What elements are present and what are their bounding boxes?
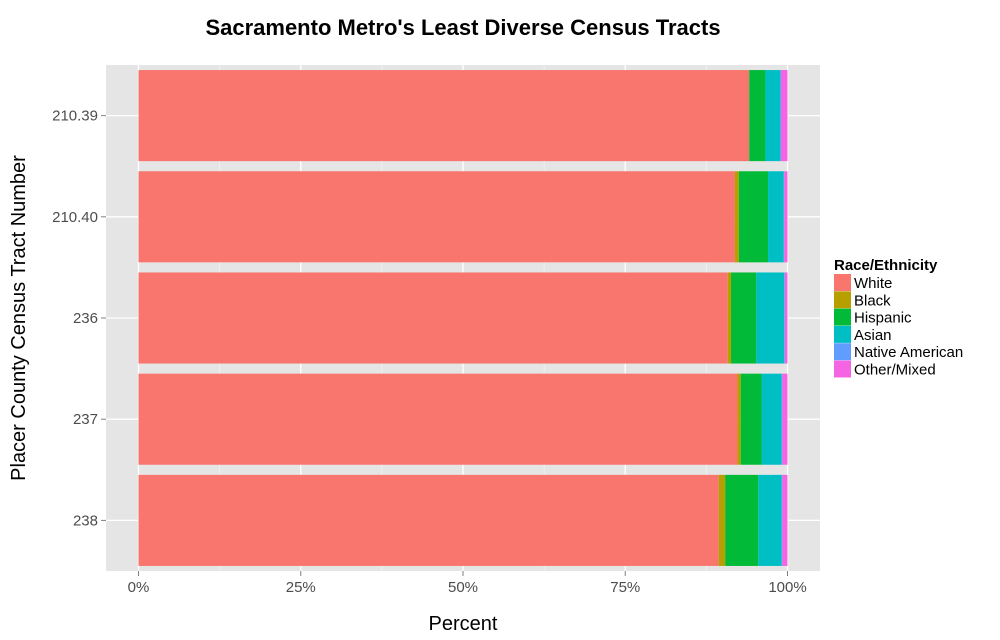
y-tick-label: 210.39 [52, 108, 98, 125]
bar-segment-black [727, 272, 732, 364]
legend-key [834, 325, 851, 343]
bar-segment-white [138, 70, 750, 162]
y-axis: 210.39 210.40 236 237 238 [52, 108, 106, 529]
legend-key [834, 291, 851, 309]
bar-segment-hispanic [749, 70, 766, 162]
bar-segment-white [138, 171, 735, 263]
bar-segment-asian [756, 272, 785, 364]
x-axis: 0% 25% 50% 75% 100% [128, 571, 807, 596]
x-tick-label: 75% [610, 579, 640, 596]
legend-key [834, 308, 851, 326]
x-tick-label: 25% [286, 579, 316, 596]
bar-segment-other-mixed [782, 373, 788, 465]
legend-key [834, 360, 851, 378]
x-axis-title: Percent [429, 613, 498, 635]
bar-segment-white [138, 474, 719, 566]
x-tick-label: 50% [448, 579, 478, 596]
chart-title: Sacramento Metro's Least Diverse Census … [205, 15, 720, 40]
bar-segment-black [737, 373, 741, 465]
legend-key [834, 274, 851, 291]
bar-segment-black [734, 171, 739, 263]
bar-segment-asian [765, 70, 781, 162]
bar-segment-asian [758, 474, 782, 566]
bar-segment-native-american [780, 70, 782, 162]
bar-segment-hispanic [731, 272, 757, 364]
legend-title: Race/Ethnicity [834, 257, 938, 274]
legend-label: Black [854, 292, 891, 309]
legend-label: Hispanic [854, 310, 912, 327]
bar-segment-hispanic [725, 474, 759, 566]
bar-segment-native-american [784, 272, 785, 364]
legend-label: Asian [854, 327, 892, 344]
bar-segment-other-mixed [782, 474, 788, 566]
bar-segment-hispanic [738, 171, 769, 263]
bar-segment-black [718, 474, 726, 566]
bar-segment-other-mixed [784, 272, 788, 364]
legend: Race/Ethnicity WhiteBlackHispanicAsianNa… [834, 257, 963, 379]
bar-segment-asian [761, 373, 782, 465]
y-axis-title: Placer County Census Tract Number [8, 155, 30, 481]
legend-label: White [854, 275, 892, 292]
bar-segment-native-american [781, 373, 783, 465]
legend-label: Native American [854, 344, 963, 361]
y-tick-label: 237 [73, 411, 98, 428]
x-tick-label: 100% [768, 579, 806, 596]
bar-segment-asian [768, 171, 784, 263]
bar-segment-other-mixed [784, 171, 788, 263]
bar-segment-white [138, 272, 728, 364]
bar-segment-hispanic [740, 373, 762, 465]
y-tick-label: 210.40 [52, 209, 98, 226]
bars [138, 70, 788, 566]
legend-label: Other/Mixed [854, 362, 936, 379]
bar-segment-white [138, 373, 738, 465]
y-tick-label: 236 [73, 310, 98, 327]
bar-segment-native-american [783, 171, 785, 263]
legend-key [834, 343, 851, 361]
bar-segment-native-american [781, 474, 783, 566]
y-tick-label: 238 [73, 512, 98, 529]
x-tick-label: 0% [128, 579, 150, 596]
bar-segment-other-mixed [781, 70, 788, 162]
